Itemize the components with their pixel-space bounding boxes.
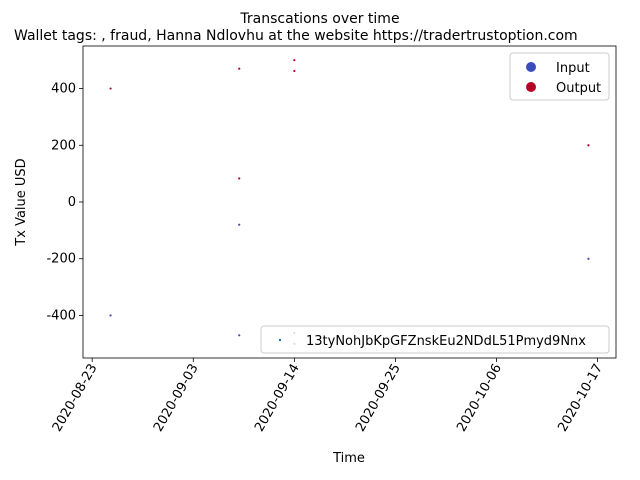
plot-frame bbox=[82, 45, 617, 359]
legend-label-output: Output bbox=[556, 81, 601, 96]
chart-subtitle: Wallet tags: , fraud, Hanna Ndlovhu at t… bbox=[14, 28, 578, 44]
data-point-output bbox=[109, 87, 112, 90]
x-tick-label: 2020-08-23 bbox=[50, 362, 101, 435]
x-axis-ticks: 2020-08-23 2020-09-03 2020-09-14 2020-09-25… bbox=[50, 358, 606, 434]
legend-label-address: 13tyNohJbKpGFZnskEu2NDdL51Pmyd9Nnx bbox=[306, 334, 586, 349]
x-tick-label: 2020-09-25 bbox=[353, 362, 404, 435]
x-tick-label: 2020-10-17 bbox=[555, 362, 606, 435]
y-axis-label: Tx Value USD bbox=[14, 158, 29, 246]
data-point-input bbox=[587, 257, 590, 260]
legend-marker-address bbox=[278, 338, 282, 342]
data-point-output bbox=[293, 69, 296, 73]
y-tick-label: 0 bbox=[68, 195, 76, 210]
y-tick-label: -400 bbox=[46, 308, 76, 323]
y-tick-label: 200 bbox=[51, 138, 76, 153]
data-point-input bbox=[238, 223, 241, 226]
legend-bottom-box bbox=[260, 325, 610, 354]
x-tick-label: 2020-09-14 bbox=[252, 362, 303, 435]
data-point-output bbox=[238, 67, 241, 70]
legend-label-input: Input bbox=[556, 61, 590, 76]
data-point-input bbox=[238, 334, 241, 337]
y-tick-label: 400 bbox=[51, 82, 76, 97]
legend-marker-output bbox=[526, 82, 536, 92]
data-point-output bbox=[293, 59, 296, 62]
x-tick-label: 2020-10-06 bbox=[454, 362, 505, 435]
x-axis-label: Time bbox=[332, 451, 365, 466]
legend-bottom: 13tyNohJbKpGFZnskEu2NDdL51Pmyd9Nnx bbox=[260, 325, 610, 354]
chart-title: Transcations over time bbox=[239, 11, 399, 27]
data-point-output bbox=[587, 144, 590, 147]
y-axis-ticks: -400 -200 0 200 400 bbox=[46, 82, 83, 323]
data-point-input bbox=[109, 314, 112, 317]
data-point-output bbox=[238, 177, 241, 180]
legend-marker-input bbox=[526, 62, 536, 72]
data-points bbox=[109, 59, 590, 345]
x-tick-label: 2020-09-03 bbox=[151, 362, 202, 435]
y-tick-label: -200 bbox=[46, 252, 76, 267]
legend-top: Input Output bbox=[509, 52, 610, 101]
